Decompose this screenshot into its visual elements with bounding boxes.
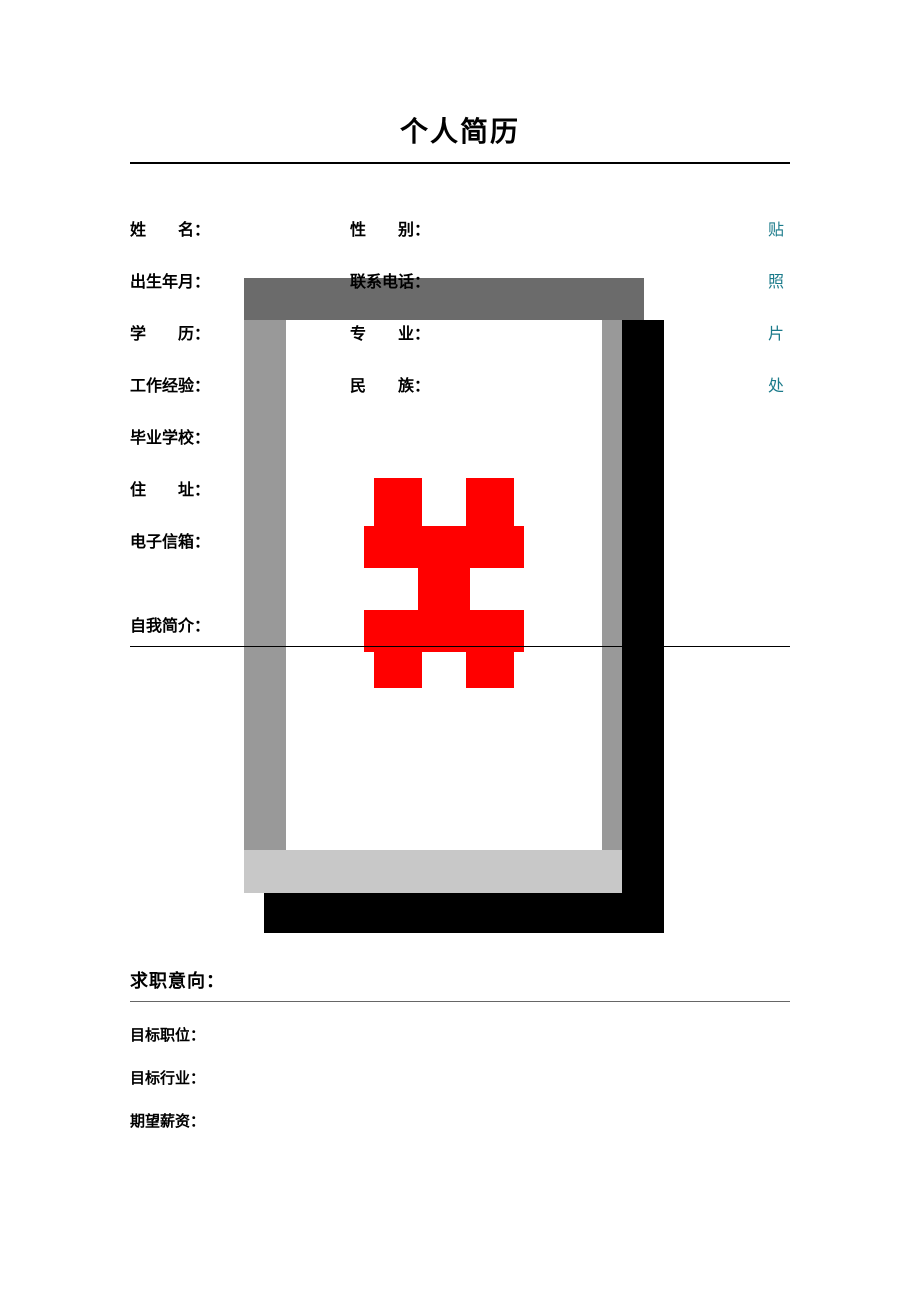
photo-char-4: 处 [768,372,784,396]
phone-label: 联系电话： [350,268,550,292]
resume-page: 个人简历 贴 照 片 处 姓 名： 性 别： 出生年月： 联系电话： 学 历： … [0,0,920,1171]
expected-salary-label: 期望薪资： [130,1110,790,1131]
personal-info-section: 贴 照 片 处 姓 名： 性 别： 出生年月： 联系电话： 学 历： 专 业： … [130,216,790,647]
major-label: 专 业： [350,320,550,344]
info-row-education-major: 学 历： 专 业： [130,320,790,344]
info-row-birth-phone: 出生年月： 联系电话： [130,268,790,292]
job-intent-heading: 求职意向： [130,967,790,1002]
photo-placeholder: 贴 照 片 处 [768,216,784,424]
gender-label: 性 别： [350,216,550,240]
birth-label: 出生年月： [130,268,350,292]
info-row-experience-ethnicity: 工作经验： 民 族： [130,372,790,396]
info-row-school: 毕业学校： [130,424,790,448]
school-label: 毕业学校： [130,424,350,448]
education-label: 学 历： [130,320,350,344]
email-label: 电子信箱： [130,528,350,552]
self-intro-section: 自我简介： [130,612,790,647]
experience-label: 工作经验： [130,372,350,396]
job-intent-section: 求职意向： 目标职位： 目标行业： 期望薪资： [130,967,790,1131]
info-row-email: 电子信箱： [130,528,790,552]
info-row-address: 住 址： [130,476,790,500]
address-label: 住 址： [130,476,350,500]
name-label: 姓 名： [130,216,350,240]
photo-char-3: 片 [768,320,784,344]
self-intro-label: 自我简介： [130,612,790,647]
page-title: 个人简历 [130,110,790,164]
photo-char-2: 照 [768,268,784,292]
target-industry-label: 目标行业： [130,1067,790,1088]
info-row-name-gender: 姓 名： 性 别： [130,216,790,240]
ethnicity-label: 民 族： [350,372,550,396]
target-position-label: 目标职位： [130,1024,790,1045]
photo-char-1: 贴 [768,216,784,240]
